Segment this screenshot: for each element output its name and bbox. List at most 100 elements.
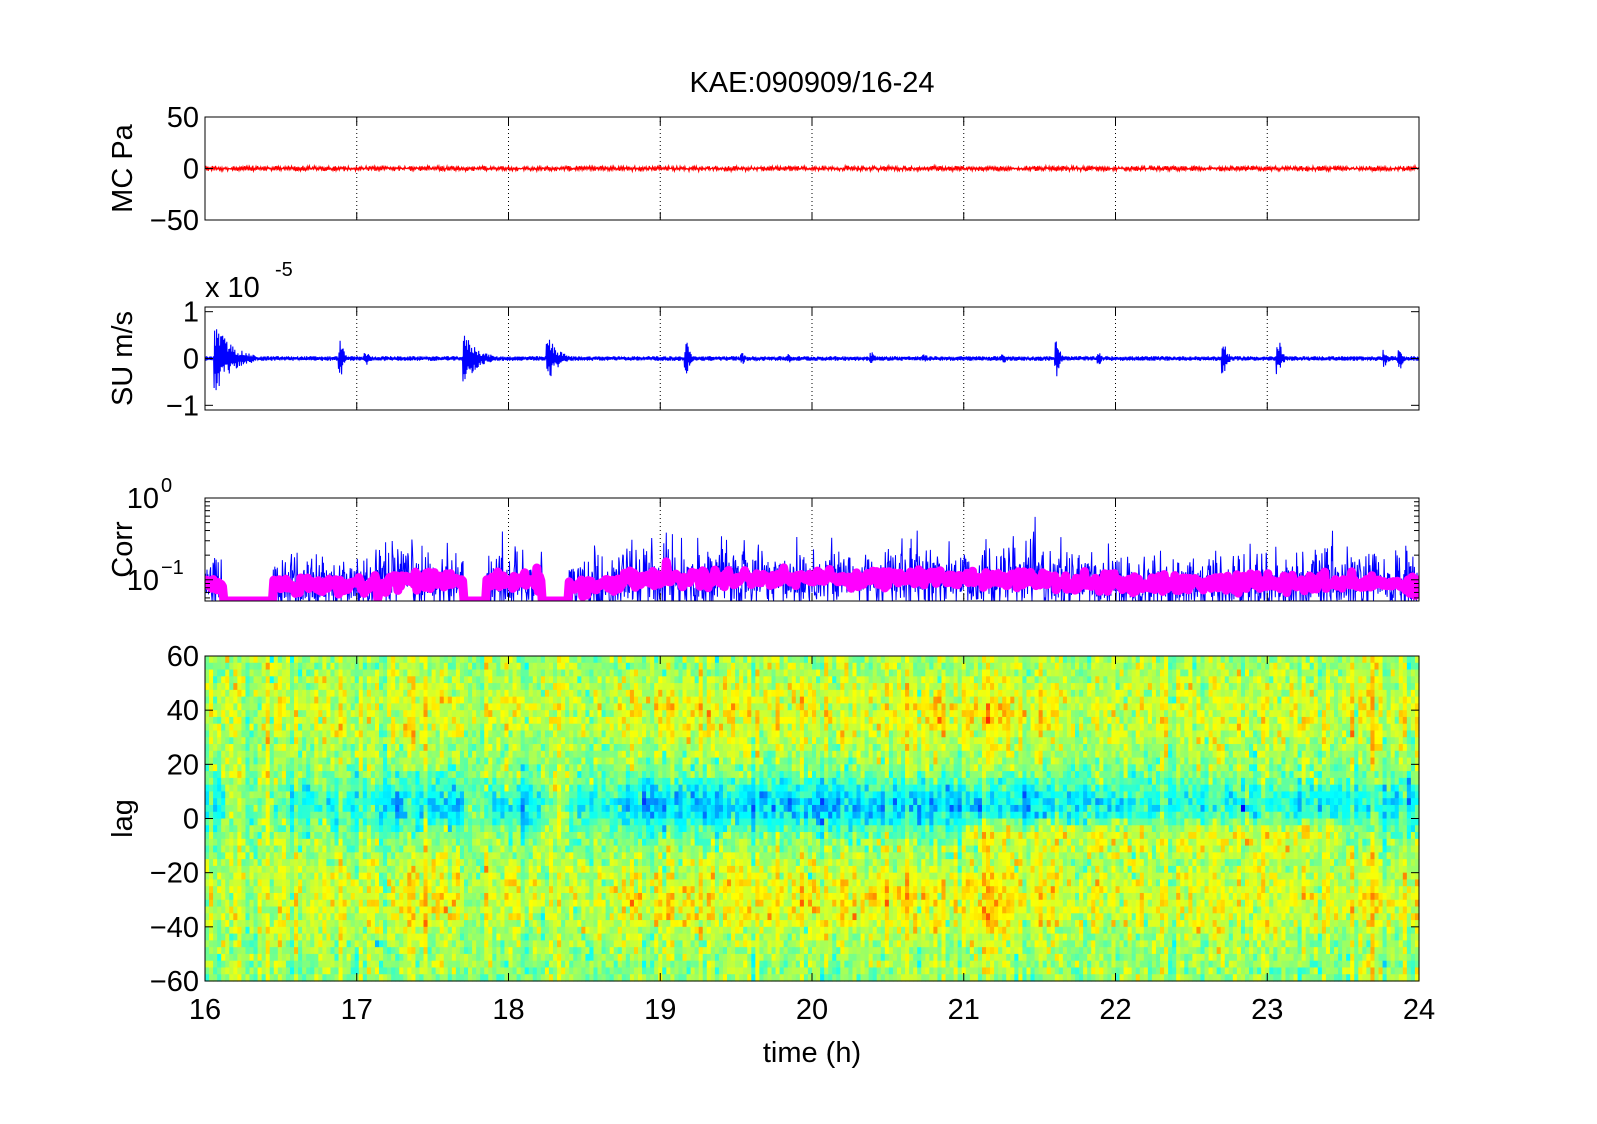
lag-heatmap-cell (609, 920, 615, 928)
lag-heatmap-cell (585, 730, 591, 738)
lag-heatmap-cell (585, 771, 591, 779)
lag-heatmap-cell (269, 899, 275, 908)
lag-heatmap-cell (548, 791, 554, 799)
lag-heatmap-cell (374, 832, 380, 840)
lag-heatmap-cell (407, 683, 412, 691)
lag-heatmap-cell (415, 798, 421, 806)
lag-heatmap-cell (257, 899, 263, 908)
lag-heatmap-cell (217, 825, 222, 833)
lag-heatmap-cell (581, 913, 586, 921)
lag-heatmap-cell (358, 879, 364, 887)
lag-heatmap-cell (480, 764, 485, 772)
lag-heatmap-cell (330, 798, 336, 806)
lag-heatmap-cell (573, 879, 578, 887)
lag-heatmap-cell (379, 669, 384, 677)
lag-heatmap-cell (358, 730, 364, 738)
lag-heatmap-cell (532, 757, 538, 765)
lag-heatmap-cell (455, 825, 461, 833)
lag-heatmap-cell (229, 953, 234, 962)
lag-heatmap-cell (306, 710, 311, 718)
lag-heatmap-cell (314, 804, 319, 813)
lag-heatmap-cell (221, 703, 226, 711)
lag-heatmap-cell (468, 771, 473, 779)
lag-heatmap-cell (289, 947, 295, 955)
lag-heatmap-cell (387, 886, 392, 894)
lag-heatmap-cell (310, 710, 315, 718)
lag-heatmap-cell (302, 798, 307, 806)
lag-heatmap-cell (520, 947, 526, 955)
lag-heatmap-cell (585, 906, 591, 914)
lag-heatmap-cell (399, 865, 404, 874)
lag-heatmap-cell (508, 974, 514, 982)
lag-heatmap-cell (257, 906, 263, 914)
lag-heatmap-cell (593, 892, 599, 901)
lag-heatmap-cell (492, 940, 497, 948)
lag-heatmap-cell (298, 892, 303, 901)
lag-heatmap-cell (330, 879, 336, 887)
lag-heatmap-cell (338, 669, 344, 677)
correlation-smoothed-band (205, 557, 1419, 601)
lag-heatmap-cell (463, 879, 469, 887)
lag-heatmap-cell (209, 926, 214, 935)
lag-heatmap-cell (597, 676, 603, 684)
lag-heatmap-cell (399, 662, 404, 671)
lag-heatmap-cell (330, 865, 336, 874)
lag-heatmap-cell (528, 845, 534, 853)
lag-heatmap-cell (217, 723, 222, 732)
lag-heatmap-cell (577, 960, 582, 969)
lag-heatmap-cell (354, 967, 360, 975)
lag-heatmap-cell (605, 960, 611, 969)
correlation-series-line (205, 516, 1419, 601)
lag-heatmap-cell (387, 784, 392, 793)
lag-heatmap-cell (362, 777, 368, 786)
lag-heatmap-cell (455, 784, 461, 793)
lag-heatmap-cell (605, 825, 611, 833)
lag-heatmap-cell (318, 838, 323, 847)
lag-heatmap-cell (516, 730, 522, 738)
lag-heatmap-cell (581, 744, 586, 752)
lag-heatmap-cell (569, 818, 574, 826)
lag-heatmap-cell (229, 683, 234, 691)
lag-heatmap-cell (314, 899, 319, 908)
lag-heatmap-cell (512, 852, 518, 860)
lag-heatmap-cell (354, 892, 360, 901)
lag-heatmap-cell (213, 703, 218, 711)
lag-heatmap-cell (391, 960, 396, 969)
lag-heatmap-cell (516, 906, 522, 914)
lag-heatmap-cell (314, 832, 319, 840)
lag-heatmap-cell (310, 974, 315, 982)
lag-heatmap-cell (310, 662, 315, 671)
lag-heatmap-cell (298, 906, 303, 914)
lag-heatmap-cell (411, 865, 417, 874)
lag-heatmap-cell (306, 662, 311, 671)
lag-heatmap-cell (455, 662, 461, 671)
lag-heatmap-cell (419, 710, 425, 718)
lag-heatmap-cell (399, 960, 404, 969)
lag-heatmap-cell (565, 771, 570, 779)
lag-heatmap-cell (354, 764, 360, 772)
lag-heatmap-cell (435, 859, 441, 867)
lag-heatmap-cell (500, 798, 506, 806)
lag-heatmap-cell (532, 791, 538, 799)
lag-heatmap-cell (245, 662, 251, 671)
lag-heatmap-cell (516, 872, 522, 881)
lag-heatmap-cell (261, 764, 267, 772)
lag-heatmap-cell (557, 852, 562, 860)
lag-heatmap-cell (459, 750, 465, 759)
lag-heatmap-cell (350, 913, 356, 921)
lag-heatmap-cell (253, 744, 259, 752)
lag-heatmap-cell (496, 737, 502, 745)
lag-heatmap-cell (435, 892, 441, 901)
lag-heatmap-cell (407, 899, 412, 908)
lag-heatmap-cell (346, 899, 352, 908)
lag-heatmap-cell (472, 879, 477, 887)
lag-heatmap-cell (569, 757, 574, 765)
lag-heatmap-cell (512, 784, 518, 793)
lag-heatmap-cell (484, 811, 489, 820)
lag-heatmap-cell (395, 716, 400, 725)
lag-heatmap-cell (411, 940, 417, 948)
lag-heatmap-cell (609, 710, 615, 718)
lag-heatmap-cell (496, 852, 502, 860)
lag-heatmap-cell (488, 886, 493, 894)
lag-heatmap-cell (496, 967, 502, 975)
